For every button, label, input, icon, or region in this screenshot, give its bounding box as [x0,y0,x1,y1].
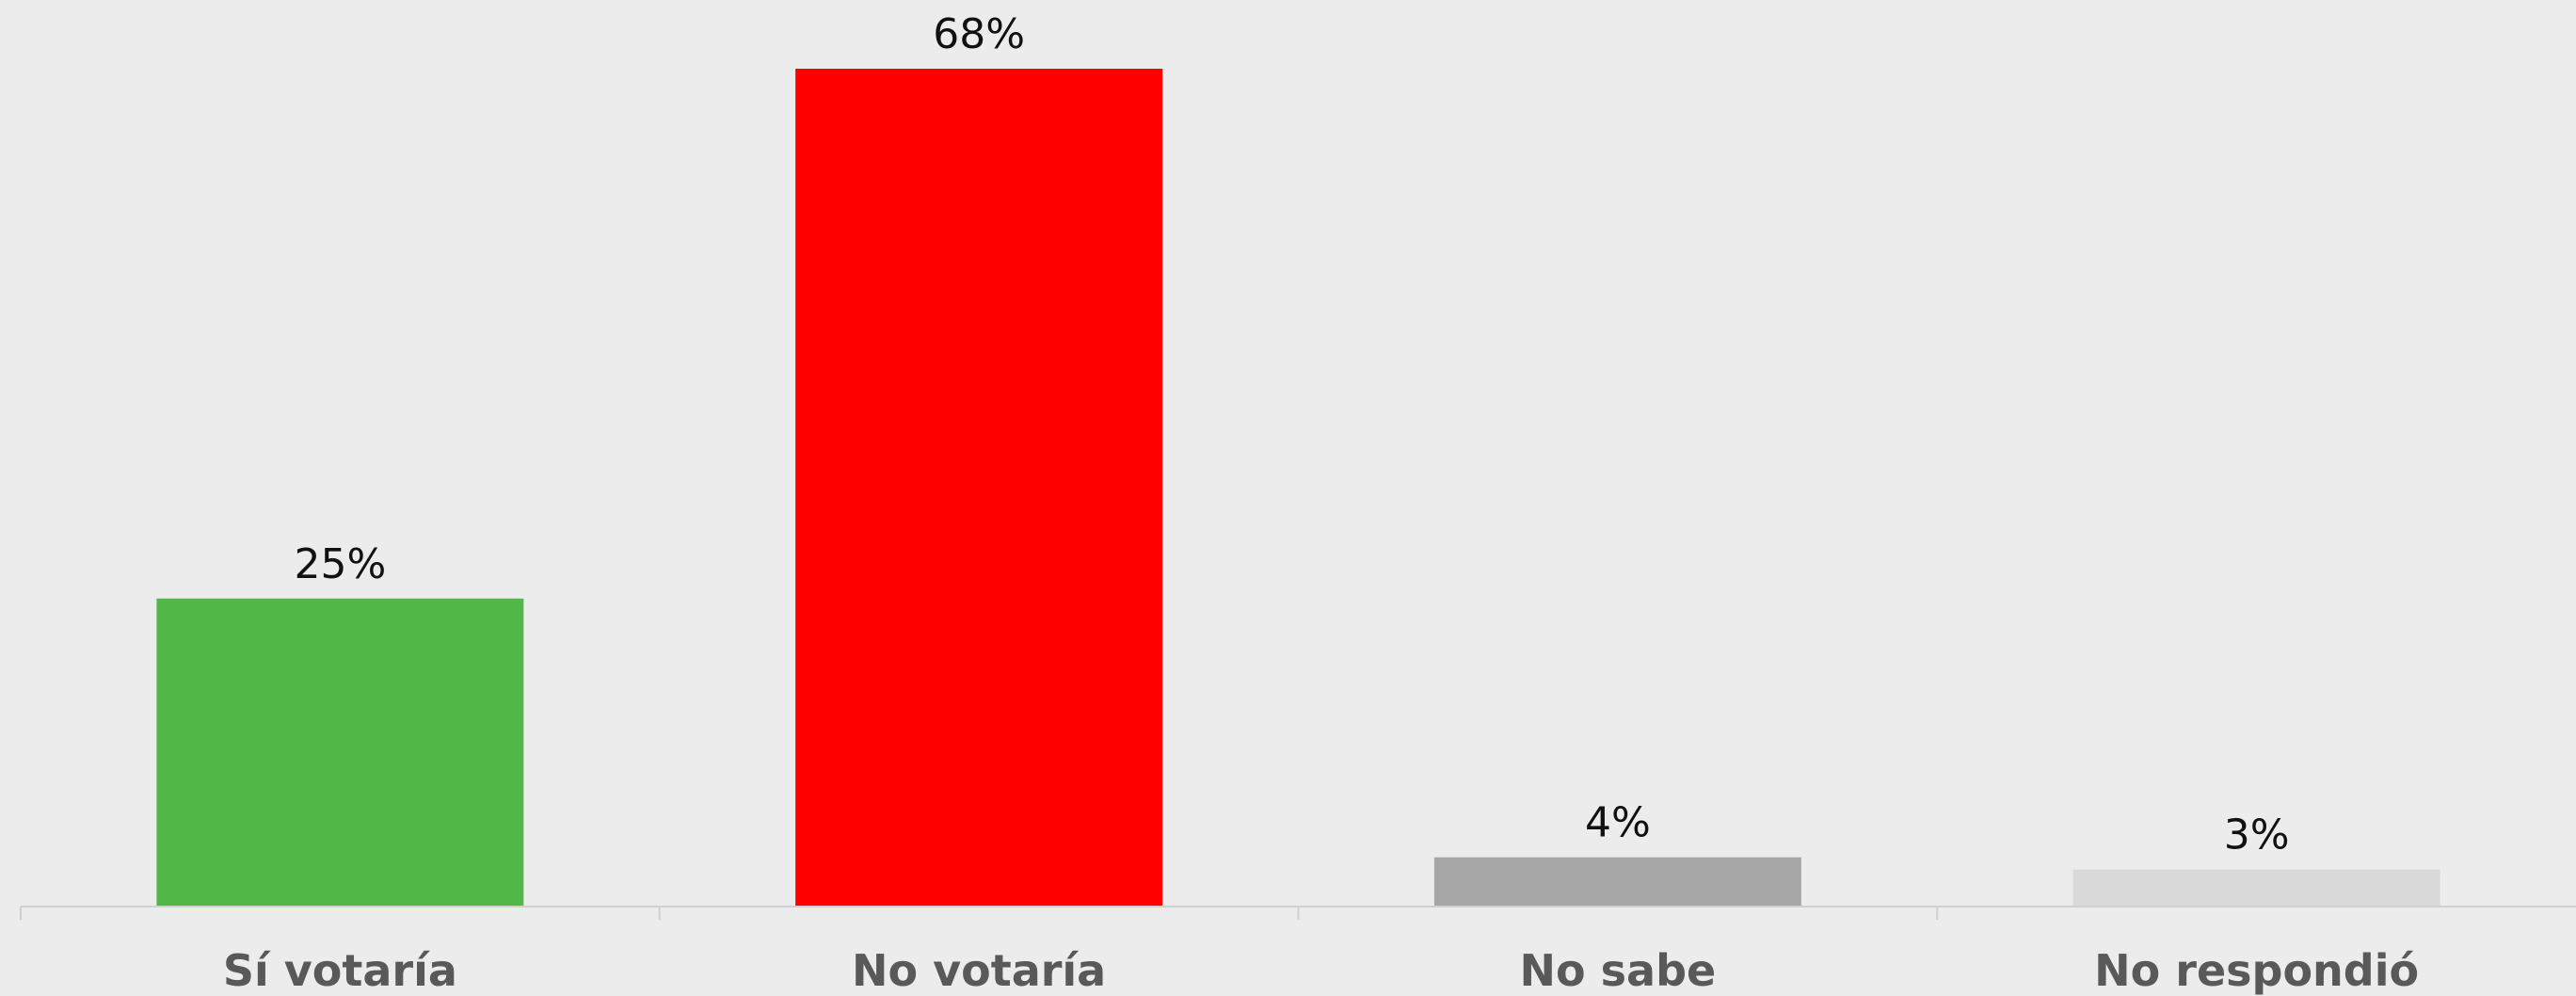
data-label: 68% [933,10,1025,58]
data-labels-group: 25% 68% 4% 3% [294,10,2289,859]
data-label: 3% [2224,811,2290,859]
category-label: No votaría [852,945,1106,996]
bar [795,69,1163,907]
bar [2072,869,2440,907]
x-axis-ticks-group [20,907,1939,920]
category-labels-group: Sí votaría No votaría No sabe No respondió [223,945,2419,996]
category-label: Sí votaría [223,945,457,996]
bar [156,598,524,907]
data-label: 25% [294,540,386,588]
bar [1433,857,1801,907]
data-label: 4% [1585,799,1651,847]
category-label: No sabe [1520,945,1717,996]
bars-group [156,69,2440,907]
category-label: No respondió [2094,945,2419,996]
